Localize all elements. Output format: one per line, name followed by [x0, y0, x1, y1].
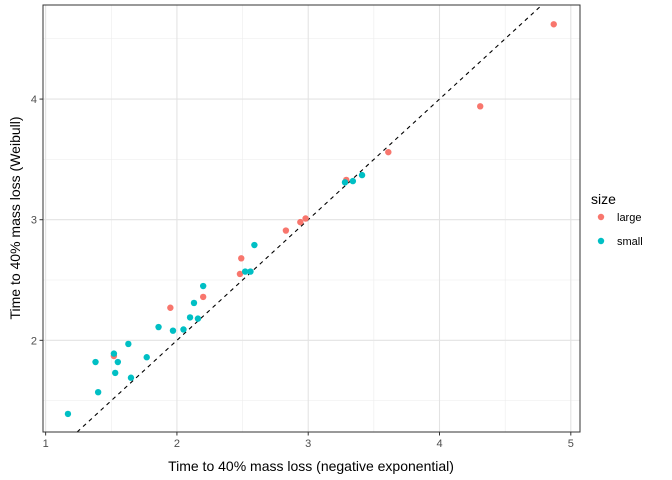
- plot-panel-border: [42, 4, 581, 433]
- plot-panel-background: [43, 5, 580, 432]
- axis-ticks: [39, 98, 572, 436]
- data-points: [64, 21, 557, 418]
- data-point-small: [155, 323, 162, 331]
- data-point-small: [92, 358, 99, 366]
- data-point-small: [194, 315, 202, 322]
- data-point-small: [180, 326, 187, 333]
- data-point-small: [241, 268, 249, 275]
- y-axis-title: Time to 40% mass loss (Weibull): [7, 116, 23, 319]
- data-point-large: [297, 218, 304, 226]
- data-point-small: [143, 354, 150, 361]
- data-point-large: [167, 304, 174, 311]
- y-tick-label: 2: [31, 335, 37, 347]
- legend-key-small: [597, 237, 605, 245]
- data-point-large: [199, 293, 207, 301]
- legend-key-large: [597, 213, 605, 221]
- data-point-small: [169, 327, 177, 334]
- y-tick-label: 3: [31, 215, 37, 227]
- data-point-small: [199, 282, 207, 290]
- data-point-large: [282, 227, 290, 234]
- legend: size large small: [591, 191, 643, 248]
- data-point-small: [186, 314, 194, 321]
- data-point-large: [477, 103, 484, 110]
- data-point-large: [385, 148, 392, 156]
- data-point-large: [302, 215, 309, 222]
- minor-gridlines: [43, 5, 580, 432]
- data-point-small: [112, 369, 119, 377]
- data-point-large: [238, 255, 245, 262]
- legend-label-small: small: [617, 236, 643, 248]
- x-tick-label: 3: [305, 438, 311, 450]
- data-point-small: [94, 388, 102, 396]
- legend-title: size: [591, 191, 616, 207]
- x-tick-label: 2: [174, 438, 180, 450]
- data-point-small: [247, 268, 254, 275]
- reference-line: [76, 4, 543, 433]
- data-point-large: [550, 21, 557, 28]
- x-tick-label: 5: [568, 438, 574, 450]
- data-point-small: [127, 374, 135, 381]
- legend-label-large: large: [617, 212, 641, 224]
- data-point-small: [341, 179, 349, 186]
- x-axis-title: Time to 40% mass loss (negative exponent…: [168, 458, 454, 474]
- data-point-small: [251, 241, 258, 249]
- tick-labels: 1 2 3 4 5 2 3 4: [31, 94, 574, 450]
- data-point-small: [190, 299, 198, 307]
- data-point-small: [358, 171, 366, 179]
- data-point-small: [349, 177, 357, 185]
- data-point-small: [64, 410, 72, 418]
- data-point-small: [110, 350, 118, 357]
- reference-line-group: [76, 4, 543, 433]
- x-tick-label: 4: [436, 438, 442, 450]
- data-point-small: [125, 340, 132, 348]
- y-tick-label: 4: [31, 94, 37, 106]
- data-point-large: [236, 270, 244, 278]
- x-tick-label: 1: [43, 438, 49, 450]
- major-gridlines: [43, 5, 580, 432]
- data-point-small: [114, 358, 122, 366]
